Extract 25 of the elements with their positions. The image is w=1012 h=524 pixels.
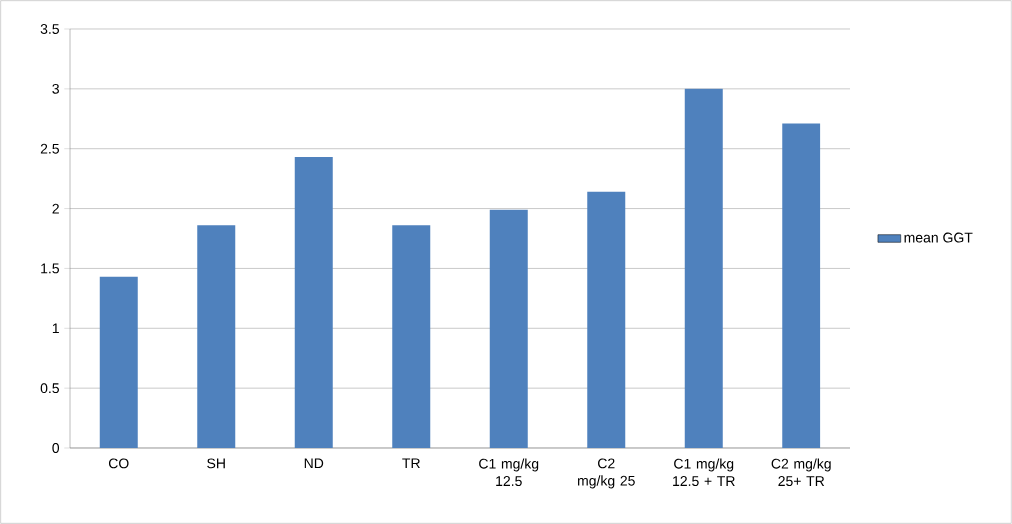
bar [489, 209, 528, 448]
y-tick-label: 3 [52, 83, 59, 94]
bar [782, 123, 821, 448]
bar [392, 225, 431, 448]
x-tick-label: TR [402, 458, 420, 469]
bar [587, 191, 626, 448]
bar [294, 157, 333, 448]
y-tick-label: 3.5 [40, 24, 60, 34]
x-tick-label: C1 mg/kg 12.5 + TR [673, 458, 735, 487]
y-tick-label: 1 [52, 323, 59, 334]
x-tick-label: C2 mg/kg 25+ TR [771, 458, 831, 487]
y-tick-label: 0.5 [40, 383, 60, 394]
bar [99, 276, 138, 448]
x-tick-label: C1 mg/kg 12.5 [479, 458, 539, 487]
y-tick-label: 0 [52, 443, 60, 453]
bar [197, 225, 236, 448]
x-tick-label: C2 mg/kg 25 [578, 458, 635, 489]
x-tick-label: SH [207, 458, 225, 469]
x-tick-label: CO [108, 458, 129, 469]
x-tick-label: ND [304, 458, 324, 469]
legend-label: mean GGT [904, 232, 973, 243]
y-tick-label: 1.5 [41, 263, 60, 274]
y-tick-label: 2.5 [40, 143, 60, 154]
y-tick-label: 2 [52, 203, 59, 214]
bar [684, 88, 723, 448]
